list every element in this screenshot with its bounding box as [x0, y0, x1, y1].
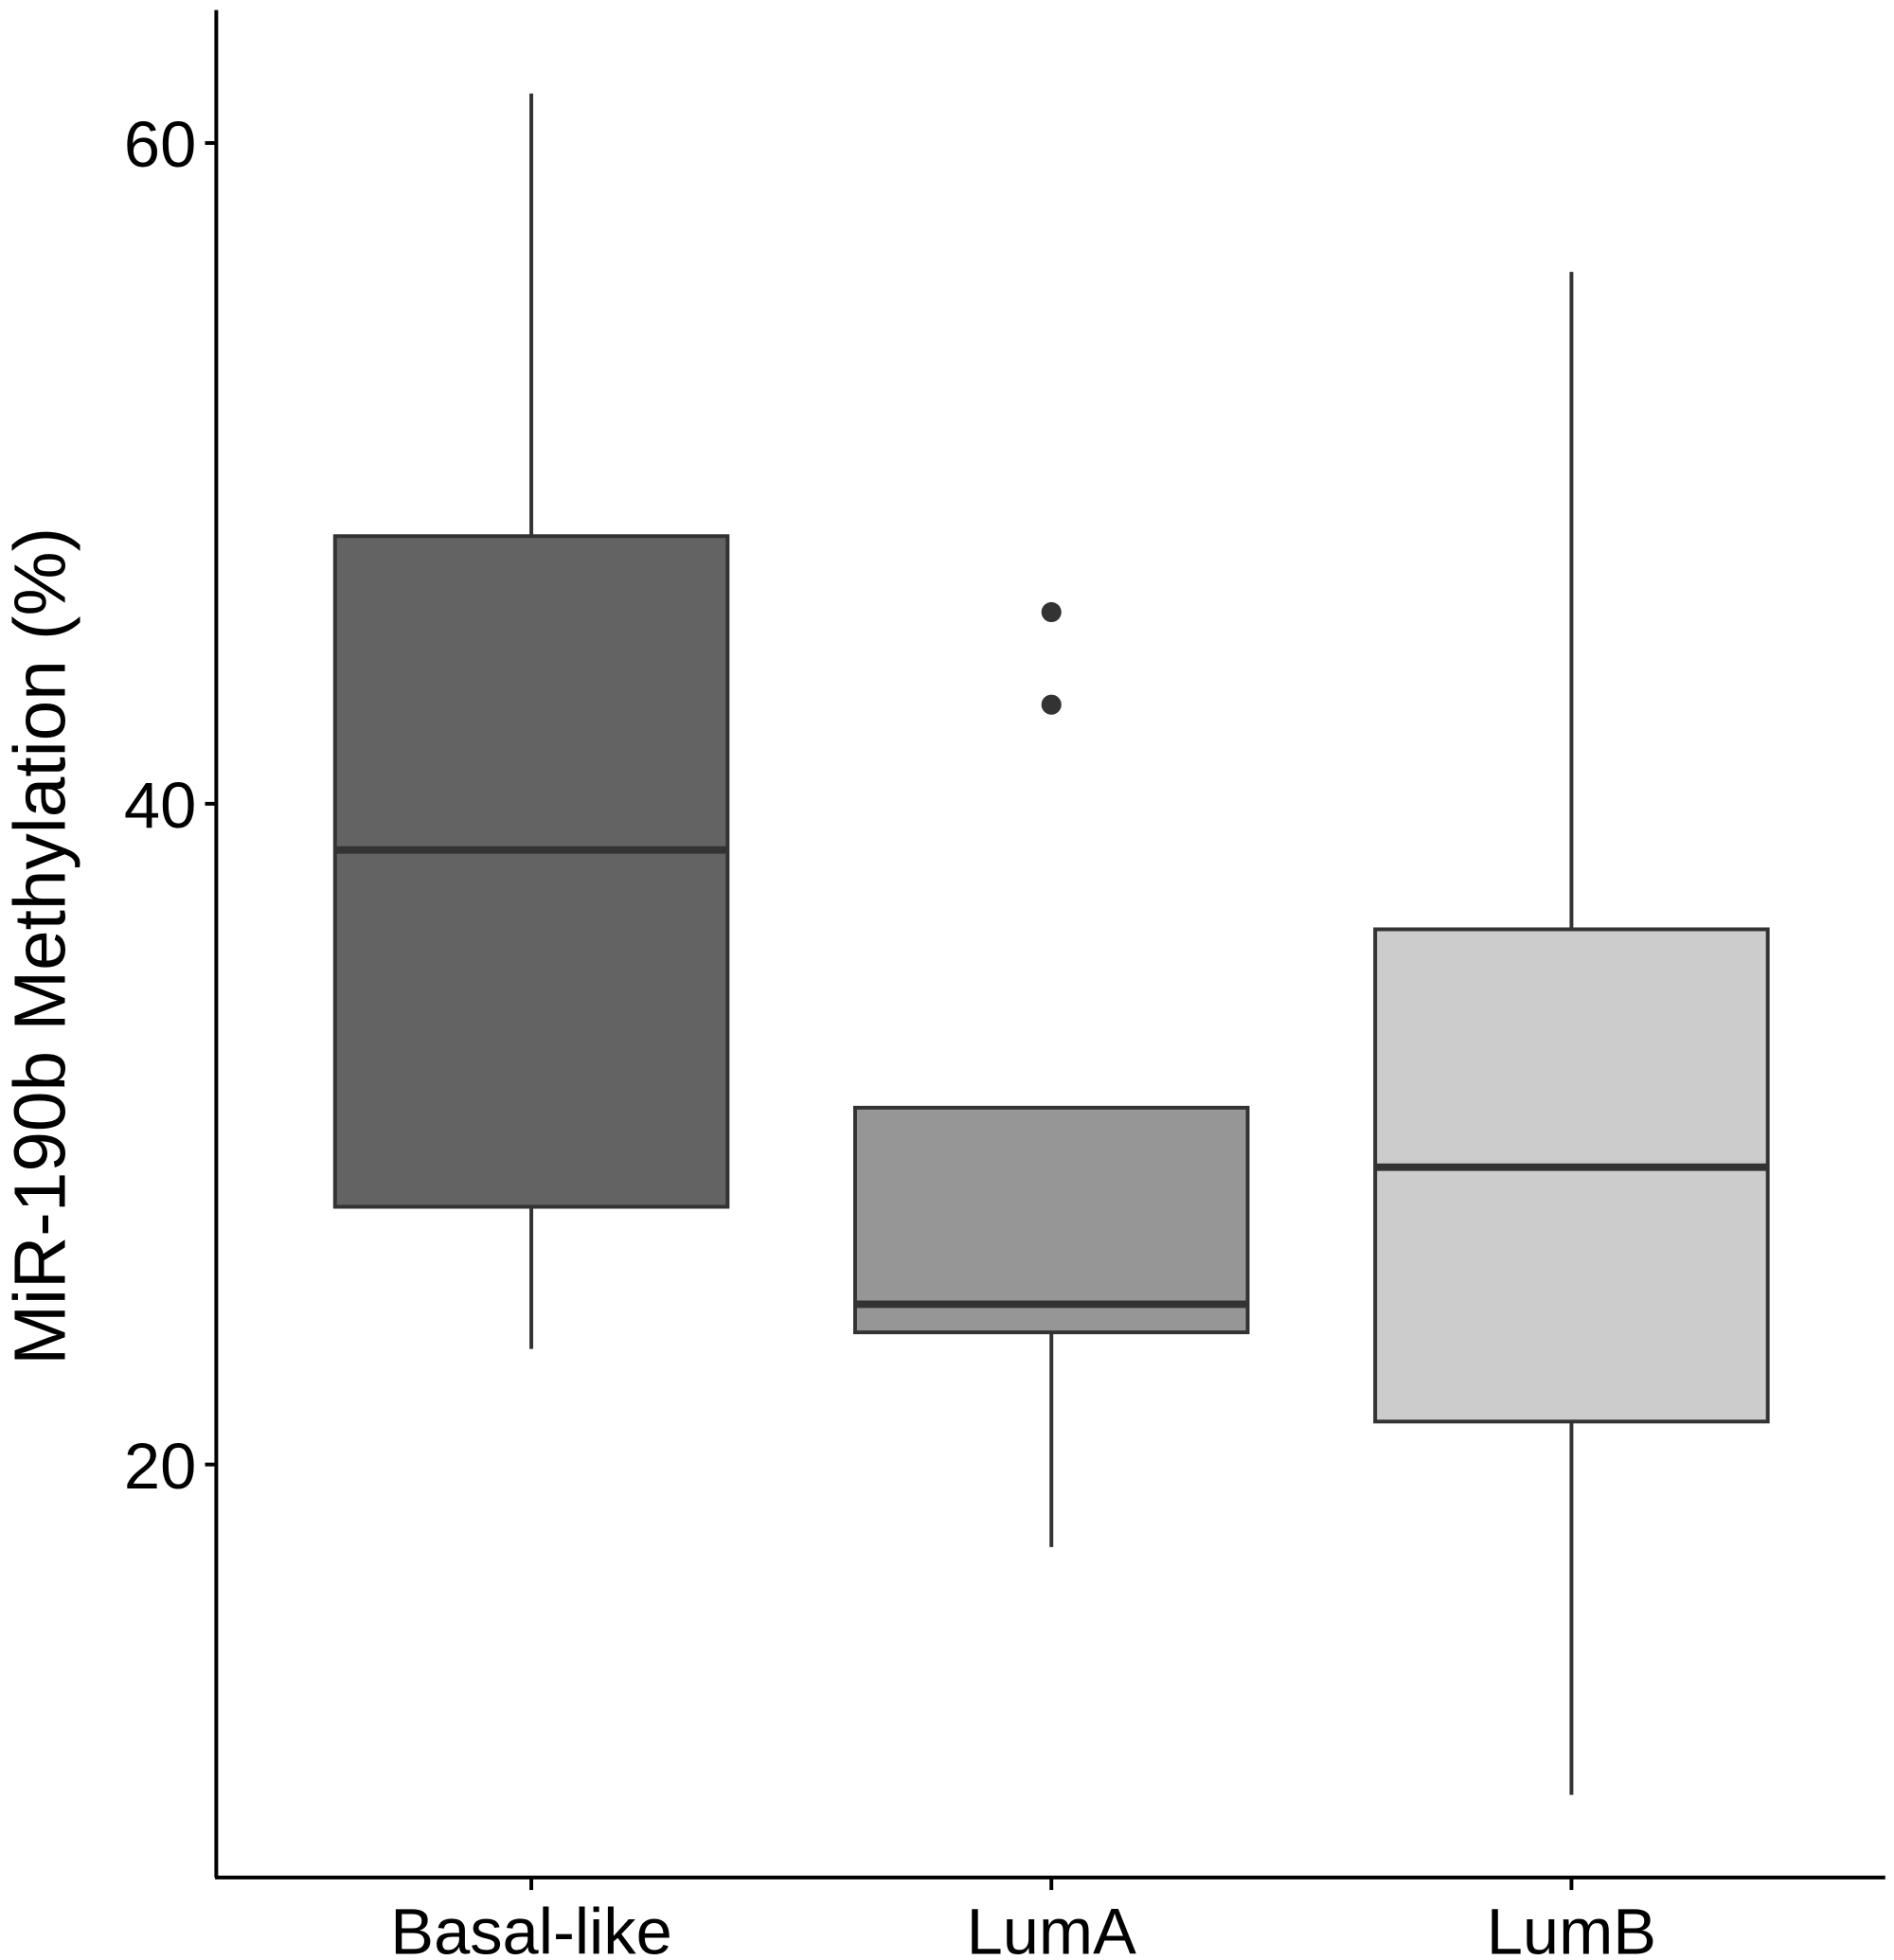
iqr-box: [852, 1105, 1250, 1335]
box-basal-like: [332, 93, 730, 1349]
box-lumb: [1373, 272, 1770, 1795]
iqr-box: [1373, 927, 1770, 1424]
y-tick-label: 60: [124, 108, 196, 181]
x-tick-label: LumA: [967, 1895, 1136, 1960]
y-axis-label: MiR-190b Methylation (%): [1, 527, 81, 1365]
y-tick-label: 40: [124, 769, 196, 842]
y-tick-label: 20: [124, 1430, 196, 1503]
outlier-point: [1041, 601, 1062, 623]
box-luma: [852, 601, 1250, 1547]
iqr-box: [332, 534, 730, 1209]
outlier-point: [1041, 694, 1062, 715]
x-tick-label: LumB: [1487, 1895, 1656, 1960]
x-tick-label: Basal-like: [390, 1895, 672, 1960]
